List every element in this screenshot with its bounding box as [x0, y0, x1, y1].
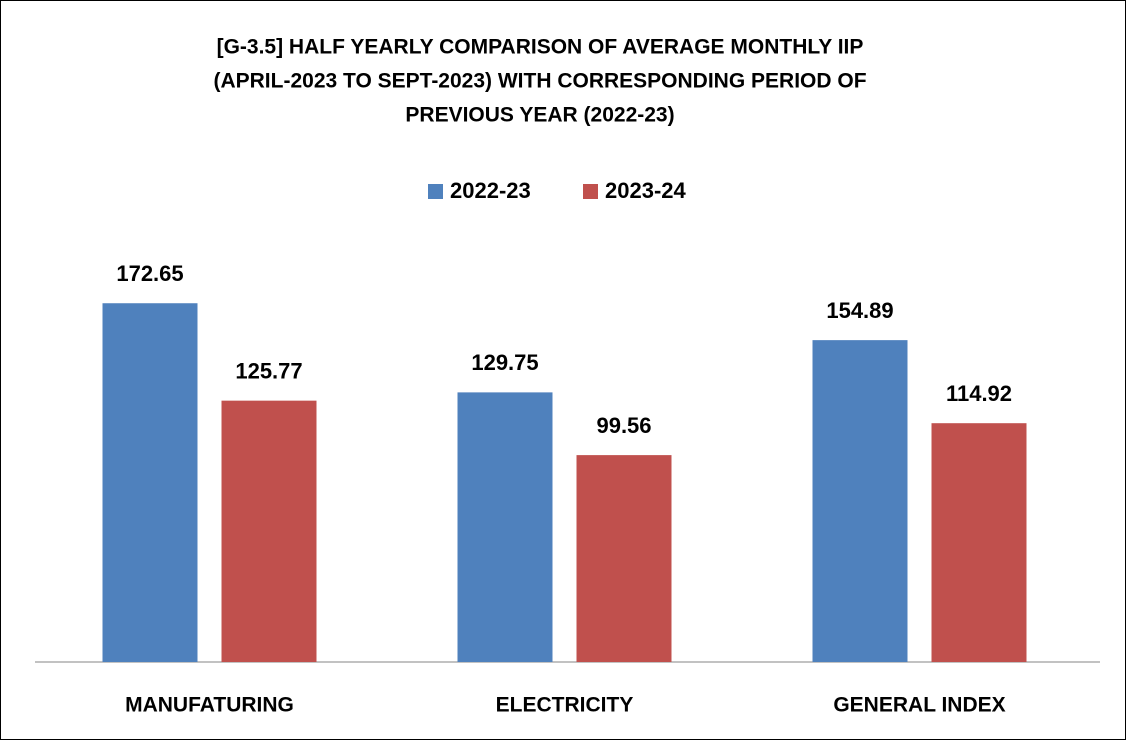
- chart-title: [G-3.5] HALF YEARLY COMPARISON OF AVERAG…: [217, 36, 864, 59]
- legend-label: 2023-24: [605, 178, 687, 203]
- legend-swatch: [583, 184, 598, 199]
- x-tick-label: ELECTRICITY: [496, 694, 634, 717]
- chart-title: (APRIL-2023 TO SEPT-2023) WITH CORRESPON…: [213, 70, 866, 93]
- bar: [457, 392, 553, 662]
- bar: [221, 400, 317, 662]
- data-label: 172.65: [116, 261, 183, 286]
- data-label: 114.92: [946, 381, 1012, 406]
- x-tick-label: MANUFATURING: [125, 694, 294, 717]
- data-label: 125.77: [235, 358, 302, 383]
- bar: [812, 340, 908, 662]
- data-label: 154.89: [826, 298, 893, 323]
- legend-label: 2022-23: [450, 178, 531, 203]
- bar: [931, 423, 1027, 662]
- data-label: 99.56: [596, 413, 651, 438]
- bar: [576, 455, 672, 662]
- x-tick-label: GENERAL INDEX: [833, 694, 1005, 717]
- data-label: 129.75: [471, 350, 538, 375]
- chart-title: PREVIOUS YEAR (2022-23): [405, 104, 674, 127]
- bar: [102, 303, 198, 662]
- legend-swatch: [428, 184, 443, 199]
